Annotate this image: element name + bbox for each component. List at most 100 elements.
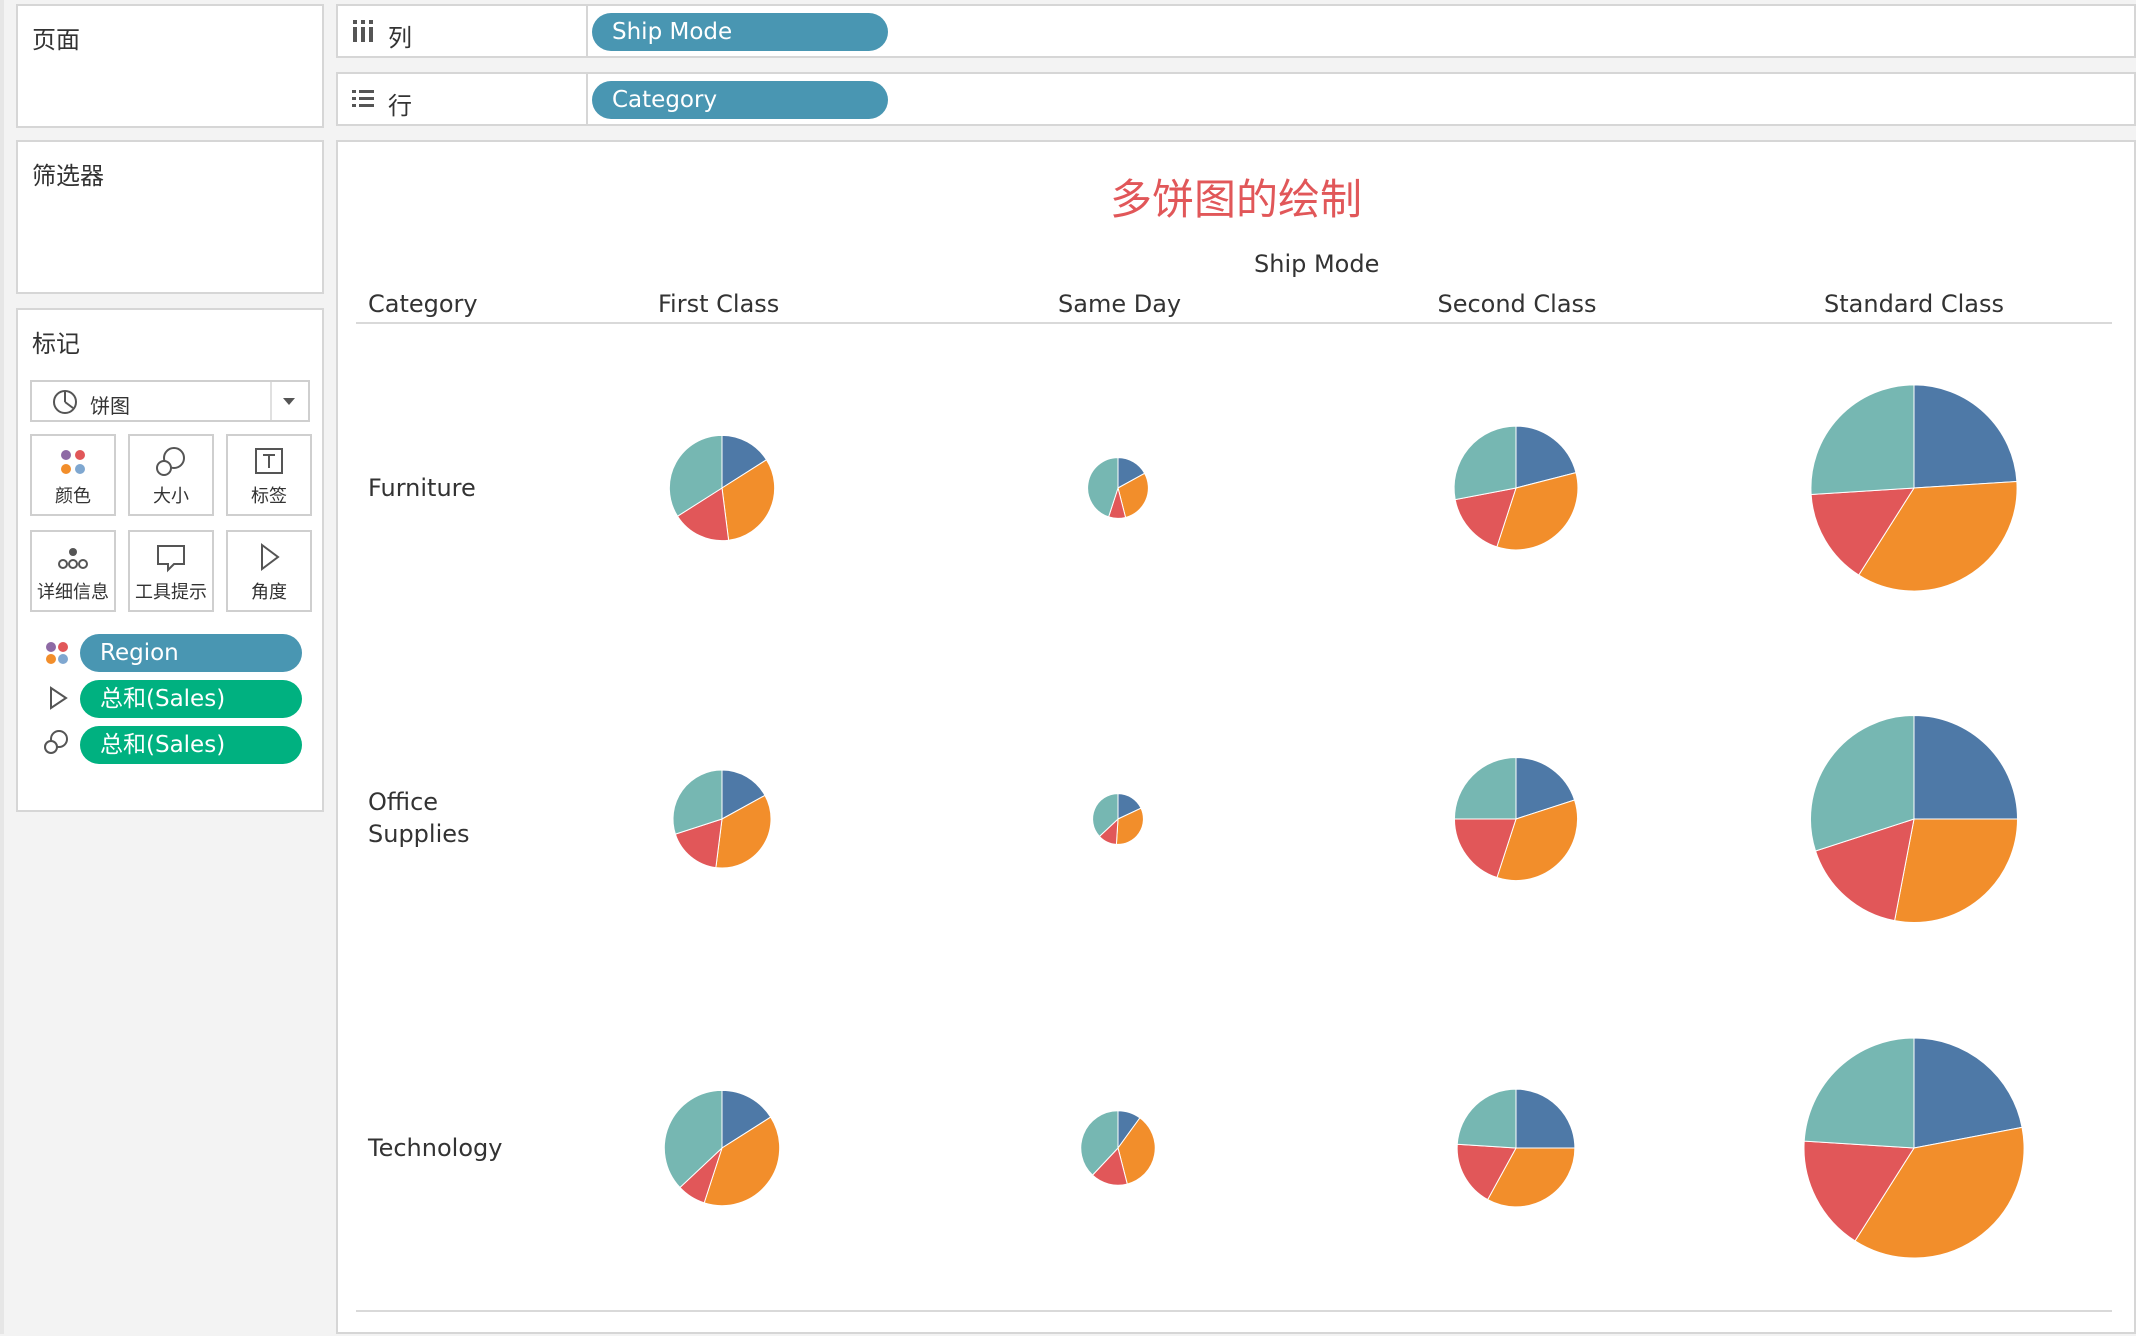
pie-office-supplies-standard-class[interactable] bbox=[1809, 714, 2019, 923]
region-color-pill[interactable]: Region bbox=[80, 634, 302, 672]
pie-slice-east[interactable] bbox=[1117, 1110, 1141, 1150]
pie-office-supplies-same-day[interactable] bbox=[1092, 793, 1144, 845]
pie-slice-central[interactable] bbox=[1456, 1143, 1517, 1201]
pie-office-supplies-second-class[interactable] bbox=[1453, 756, 1579, 882]
pie-slice-central[interactable] bbox=[1454, 487, 1517, 548]
color-button-label: 颜色 bbox=[55, 486, 91, 507]
pie-slice-west[interactable] bbox=[1453, 425, 1517, 501]
tooltip-button[interactable]: 工具提示 bbox=[128, 530, 214, 612]
pie-furniture-same-day[interactable] bbox=[1087, 457, 1149, 519]
pie-slice-east[interactable] bbox=[1913, 1037, 2023, 1149]
columns-shelf-header: 列 bbox=[338, 6, 588, 56]
rows-shelf-label: 行 bbox=[388, 92, 412, 120]
pie-slice-south[interactable] bbox=[1496, 471, 1579, 551]
pie-technology-first-class[interactable] bbox=[663, 1089, 781, 1207]
pie-slice-central[interactable] bbox=[1107, 486, 1127, 519]
pie-slice-central[interactable] bbox=[1803, 1140, 1915, 1242]
angle-button[interactable]: 角度 bbox=[226, 530, 312, 612]
pie-slice-east[interactable] bbox=[721, 1089, 772, 1149]
label-button[interactable]: 标签 bbox=[226, 434, 312, 516]
rows-shelf[interactable]: 行 Category bbox=[336, 72, 2136, 126]
dropdown-divider bbox=[270, 382, 272, 420]
size-encoding-icon bbox=[42, 728, 72, 762]
pie-slice-west[interactable] bbox=[663, 1089, 723, 1189]
pie-technology-same-day[interactable] bbox=[1080, 1110, 1156, 1186]
marks-title: 标记 bbox=[32, 330, 80, 358]
pie-slice-west[interactable] bbox=[672, 769, 723, 835]
pie-slice-central[interactable] bbox=[1453, 818, 1517, 879]
viz-area[interactable]: 多饼图的绘制 Ship Mode Category First Class Sa… bbox=[336, 140, 2136, 1334]
viz-title: 多饼图的绘制 bbox=[1109, 175, 1362, 224]
pie-slice-east[interactable] bbox=[721, 434, 768, 489]
pie-slice-central[interactable] bbox=[676, 487, 730, 542]
pie-slice-south[interactable] bbox=[1117, 1117, 1156, 1185]
pie-slice-west[interactable] bbox=[1810, 384, 1915, 496]
pie-slice-south[interactable] bbox=[1854, 1126, 2025, 1259]
pie-slice-west[interactable] bbox=[1809, 714, 1915, 852]
chevron-down-icon[interactable] bbox=[280, 392, 298, 414]
column-header-standard-class[interactable]: Standard Class bbox=[1824, 290, 2004, 318]
pie-slice-south[interactable] bbox=[721, 459, 776, 541]
pie-slice-west[interactable] bbox=[1456, 1088, 1517, 1149]
pie-slice-east[interactable] bbox=[1913, 714, 2019, 820]
pie-furniture-second-class[interactable] bbox=[1453, 425, 1579, 551]
pie-slice-south[interactable] bbox=[1115, 807, 1144, 845]
pie-slice-central[interactable] bbox=[679, 1147, 723, 1204]
size-button[interactable]: 大小 bbox=[128, 434, 214, 516]
pie-slice-central[interactable] bbox=[1814, 818, 1915, 922]
column-header-second-class[interactable]: Second Class bbox=[1437, 290, 1597, 318]
pie-slice-west[interactable] bbox=[1080, 1110, 1119, 1176]
rows-shelf-header: 行 bbox=[338, 74, 588, 124]
columns-shelf[interactable]: 列 Ship Mode bbox=[336, 4, 2136, 58]
filters-card[interactable]: 筛选器 bbox=[16, 140, 324, 294]
pie-office-supplies-first-class[interactable] bbox=[672, 769, 772, 869]
pie-slice-south[interactable] bbox=[703, 1116, 781, 1207]
pie-slice-east[interactable] bbox=[1515, 756, 1576, 820]
rows-icon bbox=[350, 86, 376, 116]
pie-slice-central[interactable] bbox=[674, 818, 723, 869]
pie-furniture-standard-class[interactable] bbox=[1810, 384, 2018, 592]
color-palette-icon bbox=[32, 444, 114, 480]
column-header-same-day[interactable]: Same Day bbox=[1058, 290, 1182, 318]
pie-slice-south[interactable] bbox=[715, 794, 772, 869]
size-icon bbox=[130, 444, 212, 480]
pie-slice-east[interactable] bbox=[721, 769, 766, 820]
pie-slice-central[interactable] bbox=[1810, 487, 1915, 576]
pie-slice-south[interactable] bbox=[1858, 480, 2018, 592]
pie-slice-west[interactable] bbox=[1087, 457, 1119, 518]
pie-slice-central[interactable] bbox=[1098, 817, 1119, 845]
row-header-technology[interactable]: Technology bbox=[368, 1134, 503, 1162]
row-field-header[interactable]: Category bbox=[368, 290, 478, 318]
pie-technology-second-class[interactable] bbox=[1456, 1088, 1576, 1208]
tooltip-button-label: 工具提示 bbox=[135, 582, 207, 603]
sales-angle-pill[interactable]: 总和(Sales) bbox=[80, 680, 302, 718]
ship-mode-pill[interactable]: Ship Mode bbox=[592, 13, 888, 51]
pie-slice-south[interactable] bbox=[1894, 818, 2019, 923]
pie-slice-east[interactable] bbox=[1515, 425, 1577, 489]
pie-slice-west[interactable] bbox=[1803, 1037, 1915, 1149]
pie-slice-west[interactable] bbox=[1453, 756, 1517, 820]
color-button[interactable]: 颜色 bbox=[30, 434, 116, 516]
row-header-furniture[interactable]: Furniture bbox=[368, 474, 476, 502]
pages-card[interactable]: 页面 bbox=[16, 4, 324, 128]
pie-slice-west[interactable] bbox=[1092, 793, 1119, 838]
pie-slice-east[interactable] bbox=[1117, 457, 1146, 489]
detail-button[interactable]: 详细信息 bbox=[30, 530, 116, 612]
mark-type-dropdown[interactable]: 饼图 bbox=[30, 380, 310, 422]
pie-slice-south[interactable] bbox=[1496, 799, 1579, 882]
pie-slice-east[interactable] bbox=[1117, 793, 1142, 820]
category-pill[interactable]: Category bbox=[592, 81, 888, 119]
column-header-first-class[interactable]: First Class bbox=[658, 290, 780, 318]
pie-slice-west[interactable] bbox=[668, 434, 723, 517]
mark-type-label: 饼图 bbox=[90, 394, 130, 418]
text-label-icon bbox=[228, 444, 310, 480]
row-header-office-supplies[interactable]: Office Supplies bbox=[368, 788, 470, 848]
pie-slice-south[interactable] bbox=[1117, 472, 1149, 519]
pie-slice-south[interactable] bbox=[1486, 1147, 1576, 1208]
pie-slice-central[interactable] bbox=[1091, 1146, 1128, 1186]
sales-size-pill[interactable]: 总和(Sales) bbox=[80, 726, 302, 764]
pie-slice-east[interactable] bbox=[1913, 384, 2018, 489]
pie-slice-east[interactable] bbox=[1515, 1088, 1576, 1149]
pie-technology-standard-class[interactable] bbox=[1803, 1037, 2025, 1259]
pie-furniture-first-class[interactable] bbox=[668, 434, 776, 542]
